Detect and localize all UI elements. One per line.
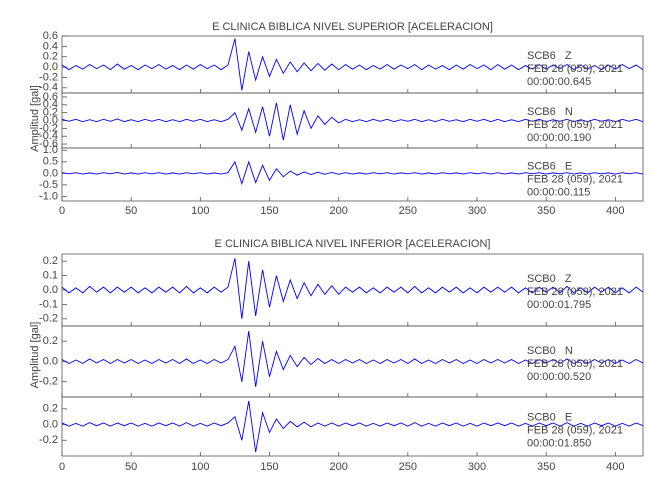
trace-time: 00:00:00.520: [527, 371, 591, 383]
y-tick-label: 0.0: [43, 355, 58, 367]
trace-date: FEB 28 (059), 2021: [527, 358, 623, 370]
trace-time: 00:00:00.645: [527, 76, 591, 88]
y-tick-label: 0.4: [43, 40, 58, 52]
y-tick-label: -0.2: [39, 71, 58, 83]
trace-name: SCB0 Z: [527, 273, 572, 285]
waveform: [61, 38, 644, 91]
y-tick-label: -0.5: [39, 179, 58, 191]
x-tick-label: 100: [191, 461, 209, 473]
y-tick-label: -0.2: [39, 376, 58, 388]
y-tick-label: 0.2: [43, 107, 58, 119]
y-tick-label: 0.2: [43, 403, 58, 415]
y-tick-label: 0.6: [43, 91, 58, 103]
y-tick-label: 0.2: [43, 255, 58, 267]
trace-name: SCB6 Z: [527, 50, 572, 62]
trace-time: 00:00:00.115: [527, 186, 590, 198]
chart-title: E CLINICA BIBLICA NIVEL SUPERIOR [ACELER…: [212, 21, 493, 33]
x-tick-label: 0: [59, 205, 65, 217]
y-tick-label: 0.0: [43, 114, 58, 126]
y-tick-label: 0.6: [43, 30, 58, 42]
x-tick-label: 250: [399, 205, 417, 217]
y-tick-label: 0.0: [43, 284, 58, 296]
waveform: [61, 258, 644, 319]
trace-time: 00:00:01.795: [527, 299, 591, 311]
waveform: [61, 102, 644, 141]
x-tick-label: 50: [125, 205, 137, 217]
y-tick-label: -0.2: [39, 434, 58, 446]
panel-frame: [61, 147, 644, 202]
x-tick-label: 300: [468, 461, 486, 473]
y-tick-label: 0.5: [43, 156, 58, 168]
x-tick-label: 400: [606, 205, 624, 217]
y-tick-label: 0.0: [43, 167, 58, 179]
x-tick-label: 350: [537, 205, 555, 217]
y-tick-label: 0.1: [43, 270, 58, 282]
x-tick-label: 400: [606, 461, 624, 473]
y-tick-label: -1.0: [39, 190, 58, 202]
trace-time: 00:00:00.190: [527, 132, 591, 144]
trace-date: FEB 28 (059), 2021: [527, 425, 623, 437]
trace-name: SCB0 E: [527, 412, 572, 424]
waveform: [61, 160, 644, 186]
x-tick-label: 50: [125, 461, 137, 473]
y-tick-label: -0.6: [39, 138, 58, 150]
trace-date: FEB 28 (059), 2021: [527, 63, 623, 75]
y-tick-label: 0.0: [43, 418, 58, 430]
panel-frame: [61, 396, 644, 457]
y-tick-label: 0.0: [43, 61, 58, 73]
y-tick-label: -0.2: [39, 313, 58, 325]
x-tick-label: 150: [260, 205, 278, 217]
y-tick-label: -0.4: [39, 130, 58, 142]
x-tick-label: 250: [399, 461, 417, 473]
x-tick-label: 200: [329, 461, 347, 473]
x-tick-label: 0: [59, 461, 65, 473]
trace-name: SCB6 E: [527, 160, 572, 172]
y-tick-label: -0.4: [39, 82, 58, 94]
waveform: [61, 400, 644, 453]
x-tick-label: 300: [468, 205, 486, 217]
y-tick-label: 0.2: [43, 51, 58, 63]
y-axis-label: Amplitud [gal]: [29, 322, 41, 389]
x-tick-label: 150: [260, 461, 278, 473]
waveform: [61, 331, 644, 387]
trace-name: SCB0 N: [527, 345, 573, 357]
trace-date: FEB 28 (059), 2021: [527, 173, 623, 185]
y-tick-label: 1.0: [43, 144, 58, 156]
chart-title: E CLINICA BIBLICA NIVEL INFERIOR [ACELER…: [215, 238, 491, 250]
x-tick-label: 200: [329, 205, 347, 217]
x-tick-label: 100: [191, 205, 209, 217]
y-axis-label: Amplitud [gal]: [29, 85, 41, 152]
trace-date: FEB 28 (059), 2021: [527, 286, 623, 298]
trace-time: 00:00:01.850: [527, 438, 591, 450]
trace-name: SCB6 N: [527, 106, 573, 118]
trace-date: FEB 28 (059), 2021: [527, 119, 623, 131]
y-tick-label: 0.4: [43, 99, 58, 111]
y-tick-label: -0.1: [39, 298, 58, 310]
y-tick-label: 0.2: [43, 335, 58, 347]
y-tick-label: -0.2: [39, 122, 58, 134]
x-tick-label: 350: [537, 461, 555, 473]
